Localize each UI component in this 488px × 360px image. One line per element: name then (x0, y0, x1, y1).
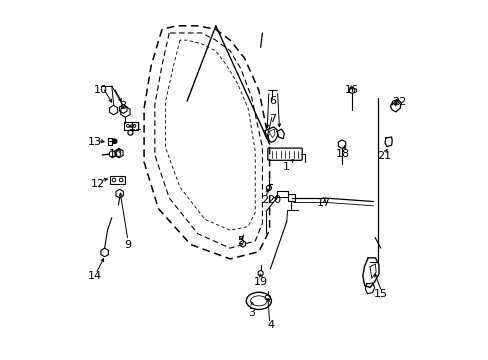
Bar (276, 191, 287, 197)
Bar (287, 194, 294, 201)
Text: 9: 9 (124, 240, 131, 250)
Text: 2: 2 (260, 195, 267, 205)
Text: 8: 8 (119, 102, 126, 112)
Text: 12: 12 (91, 179, 105, 189)
Text: 16: 16 (344, 85, 358, 95)
Text: 10: 10 (108, 149, 122, 159)
Text: 3: 3 (248, 309, 255, 318)
Text: 17: 17 (316, 198, 330, 208)
Bar (109, 176, 125, 184)
Text: 14: 14 (87, 271, 102, 281)
Text: 5: 5 (237, 236, 244, 246)
Bar (107, 138, 112, 145)
Text: 15: 15 (373, 289, 387, 299)
Text: 13: 13 (87, 138, 102, 147)
Text: 10: 10 (93, 85, 107, 95)
Text: 22: 22 (391, 97, 406, 107)
Text: 21: 21 (377, 150, 390, 161)
Text: 6: 6 (269, 96, 276, 106)
Text: 11: 11 (129, 122, 143, 132)
Text: 1: 1 (283, 162, 290, 172)
Text: 18: 18 (335, 149, 349, 159)
Text: 4: 4 (267, 320, 274, 330)
Circle shape (112, 139, 117, 143)
Text: 7: 7 (268, 114, 275, 124)
Text: 20: 20 (266, 195, 281, 205)
Text: 19: 19 (253, 277, 267, 287)
Bar (124, 122, 138, 130)
